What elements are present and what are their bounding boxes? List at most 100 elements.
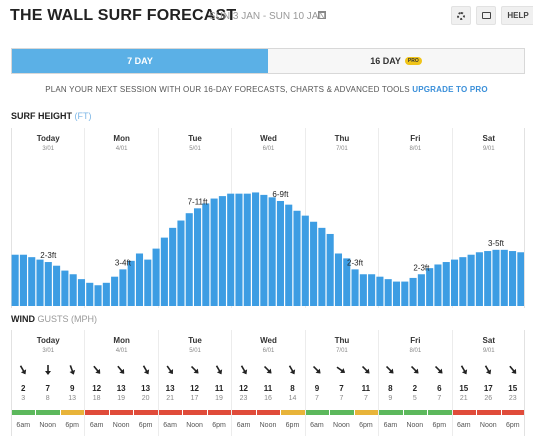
surf-bar [144, 259, 152, 306]
wind-gust: 17 [190, 395, 199, 402]
surf-bar [459, 257, 467, 306]
wind-rating-bar [12, 410, 36, 415]
surf-bar [484, 251, 492, 306]
settings-button[interactable] [451, 6, 471, 25]
surf-bar [509, 251, 517, 306]
surf-bar [326, 233, 334, 306]
wind-rating-bar [330, 410, 354, 415]
wind-gust: 5 [412, 395, 417, 402]
upgrade-link[interactable]: UPGRADE TO PRO [412, 85, 488, 94]
day-date: 6/01 [262, 146, 275, 152]
wind-arrow-icon [403, 363, 427, 377]
wind-speed: 12 [239, 384, 248, 393]
surf-label-text: SURF HEIGHT [11, 111, 73, 121]
wind-time-label: 6pm [359, 422, 373, 429]
tab-16-day[interactable]: 16 DAY PRO [268, 49, 524, 73]
wind-rating-bar [85, 410, 109, 415]
surf-bar [119, 269, 127, 306]
day-date: 5/01 [189, 146, 201, 152]
day-date: 6/01 [262, 348, 275, 354]
wind-speed: 17 [483, 384, 493, 393]
surf-day-column: Mon 4/01 [84, 128, 157, 308]
wind-gust: 19 [117, 395, 126, 402]
wind-gust: 7 [339, 395, 344, 402]
surf-height-label: 6-9ft [272, 190, 289, 199]
wind-speed: 13 [165, 384, 175, 393]
wind-arrow-icon [452, 363, 476, 377]
surf-bar [401, 281, 409, 306]
wind-time-label: 6am [163, 422, 177, 429]
wind-time-label: Noon [39, 422, 57, 429]
surf-bar [28, 257, 36, 306]
wind-arrow-icon [183, 363, 207, 377]
surf-bar [409, 277, 417, 306]
surf-bar [384, 279, 392, 306]
wind-speed: 13 [141, 384, 151, 393]
surf-bar [86, 282, 94, 306]
surf-bar [450, 259, 459, 306]
wind-rating-bar [36, 410, 60, 415]
surf-bar [475, 252, 483, 306]
surf-bar [127, 260, 135, 306]
surf-bar [61, 270, 69, 306]
surf-bar [417, 274, 425, 306]
wind-speed: 2 [21, 384, 26, 393]
wind-time-label: 6am [89, 422, 104, 429]
surf-unit: (FT) [74, 111, 92, 121]
surf-bar [19, 254, 27, 306]
wind-gust: 19 [215, 395, 223, 402]
wind-time-label: Noon [479, 422, 497, 429]
wind-time-label: 6pm [212, 422, 226, 429]
forecast-tabs: 7 DAY 16 DAY PRO [11, 48, 525, 74]
wind-arrow-icon [207, 363, 231, 377]
wind-day-column: Mon 4/01 [84, 330, 157, 436]
day-name: Mon [113, 336, 130, 345]
wind-gust: 16 [264, 395, 272, 402]
header: THE WALL SURF FORECAST SUN 3 JAN - SUN 1… [10, 6, 533, 26]
wind-speed: 7 [339, 384, 344, 393]
surf-bar [392, 281, 401, 306]
surf-height-label: 2-3ft [347, 258, 364, 267]
calendar-icon[interactable] [318, 11, 326, 19]
surf-bar [152, 248, 160, 306]
surf-bar [202, 203, 210, 306]
help-button[interactable]: HELP [501, 6, 533, 25]
print-button[interactable] [476, 6, 496, 25]
day-date: 4/01 [115, 348, 128, 354]
wind-gust: 18 [92, 395, 101, 402]
surf-bar [177, 220, 185, 306]
wind-gust: 23 [508, 395, 517, 402]
surf-bar [252, 192, 260, 306]
surf-bar [467, 254, 475, 306]
wind-rating-bar [207, 410, 232, 415]
surf-bar [111, 276, 119, 306]
wind-speed: 9 [69, 384, 75, 393]
surf-day-column: Today 3/01 [11, 128, 84, 308]
surf-bar [500, 249, 508, 306]
wind-time-label: Noon [333, 422, 350, 429]
surf-chart-border [11, 128, 525, 308]
surf-height-label: 3-5ft [488, 239, 505, 248]
surf-height-label: 3-4ft [115, 258, 132, 267]
surf-bar [227, 193, 235, 306]
surf-bar [69, 274, 77, 306]
wind-speed: 11 [263, 384, 273, 393]
surf-bar [193, 208, 202, 306]
pro-badge: PRO [404, 57, 422, 65]
wind-rating-bar [232, 410, 256, 415]
surf-bar [243, 193, 251, 306]
day-date: 3/01 [42, 146, 55, 152]
wind-arrow-icon [11, 363, 35, 377]
tab-7-day[interactable]: 7 DAY [12, 49, 268, 73]
wind-day-column: Tue 5/01 [157, 330, 231, 436]
day-name: Mon [113, 134, 130, 143]
surf-bar [268, 197, 276, 306]
wind-arrow-icon [134, 363, 158, 377]
surf-bar [442, 262, 450, 306]
day-name: Thu [334, 134, 350, 143]
surf-bar [334, 253, 343, 306]
wind-gust: 7 [437, 395, 442, 402]
surf-bar [44, 262, 52, 306]
day-date: 3/01 [42, 348, 55, 354]
wind-time-label: 6am [383, 422, 398, 429]
